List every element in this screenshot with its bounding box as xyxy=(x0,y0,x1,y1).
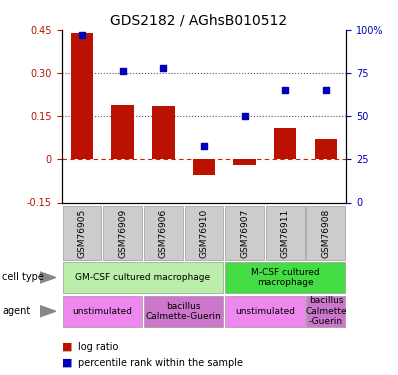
Bar xyxy=(62,296,142,327)
Text: M-CSF cultured
macrophage: M-CSF cultured macrophage xyxy=(251,268,320,287)
Text: log ratio: log ratio xyxy=(78,342,118,352)
Bar xyxy=(103,206,142,260)
Text: GDS2182 / AGhsB010512: GDS2182 / AGhsB010512 xyxy=(110,13,288,27)
Text: GSM76910: GSM76910 xyxy=(199,209,209,258)
Text: cell type: cell type xyxy=(2,273,44,282)
Text: GSM76908: GSM76908 xyxy=(322,209,330,258)
Text: GSM76906: GSM76906 xyxy=(159,209,168,258)
Point xyxy=(79,32,85,38)
Bar xyxy=(185,206,223,260)
Bar xyxy=(225,206,264,260)
Point xyxy=(323,87,329,93)
Point xyxy=(160,65,166,71)
Text: GSM76909: GSM76909 xyxy=(118,209,127,258)
Bar xyxy=(225,262,345,293)
Point xyxy=(201,142,207,148)
Bar xyxy=(274,128,297,159)
Text: GSM76907: GSM76907 xyxy=(240,209,249,258)
Bar xyxy=(306,296,345,327)
Bar xyxy=(62,262,223,293)
Text: agent: agent xyxy=(2,306,30,316)
Bar xyxy=(152,106,174,159)
Text: percentile rank within the sample: percentile rank within the sample xyxy=(78,358,243,368)
Text: ■: ■ xyxy=(62,358,72,368)
Text: GSM76905: GSM76905 xyxy=(78,209,86,258)
Bar xyxy=(315,139,337,159)
Text: unstimulated: unstimulated xyxy=(235,307,295,316)
Polygon shape xyxy=(40,306,56,317)
Bar xyxy=(111,105,134,159)
Text: GSM76911: GSM76911 xyxy=(281,209,290,258)
Text: bacillus
Calmette-Guerin: bacillus Calmette-Guerin xyxy=(146,302,222,321)
Point xyxy=(242,113,248,119)
Bar xyxy=(266,206,305,260)
Bar xyxy=(306,206,345,260)
Bar xyxy=(144,296,223,327)
Bar xyxy=(144,206,183,260)
Text: bacillus
Calmette
-Guerin: bacillus Calmette -Guerin xyxy=(305,296,347,326)
Bar xyxy=(71,33,93,159)
Text: GM-CSF cultured macrophage: GM-CSF cultured macrophage xyxy=(76,273,211,282)
Bar xyxy=(225,296,305,327)
Text: unstimulated: unstimulated xyxy=(72,307,133,316)
Bar xyxy=(234,159,256,165)
Point xyxy=(282,87,289,93)
Polygon shape xyxy=(40,272,56,283)
Bar xyxy=(193,159,215,175)
Bar xyxy=(62,206,101,260)
Text: ■: ■ xyxy=(62,342,72,352)
Point xyxy=(119,68,126,74)
